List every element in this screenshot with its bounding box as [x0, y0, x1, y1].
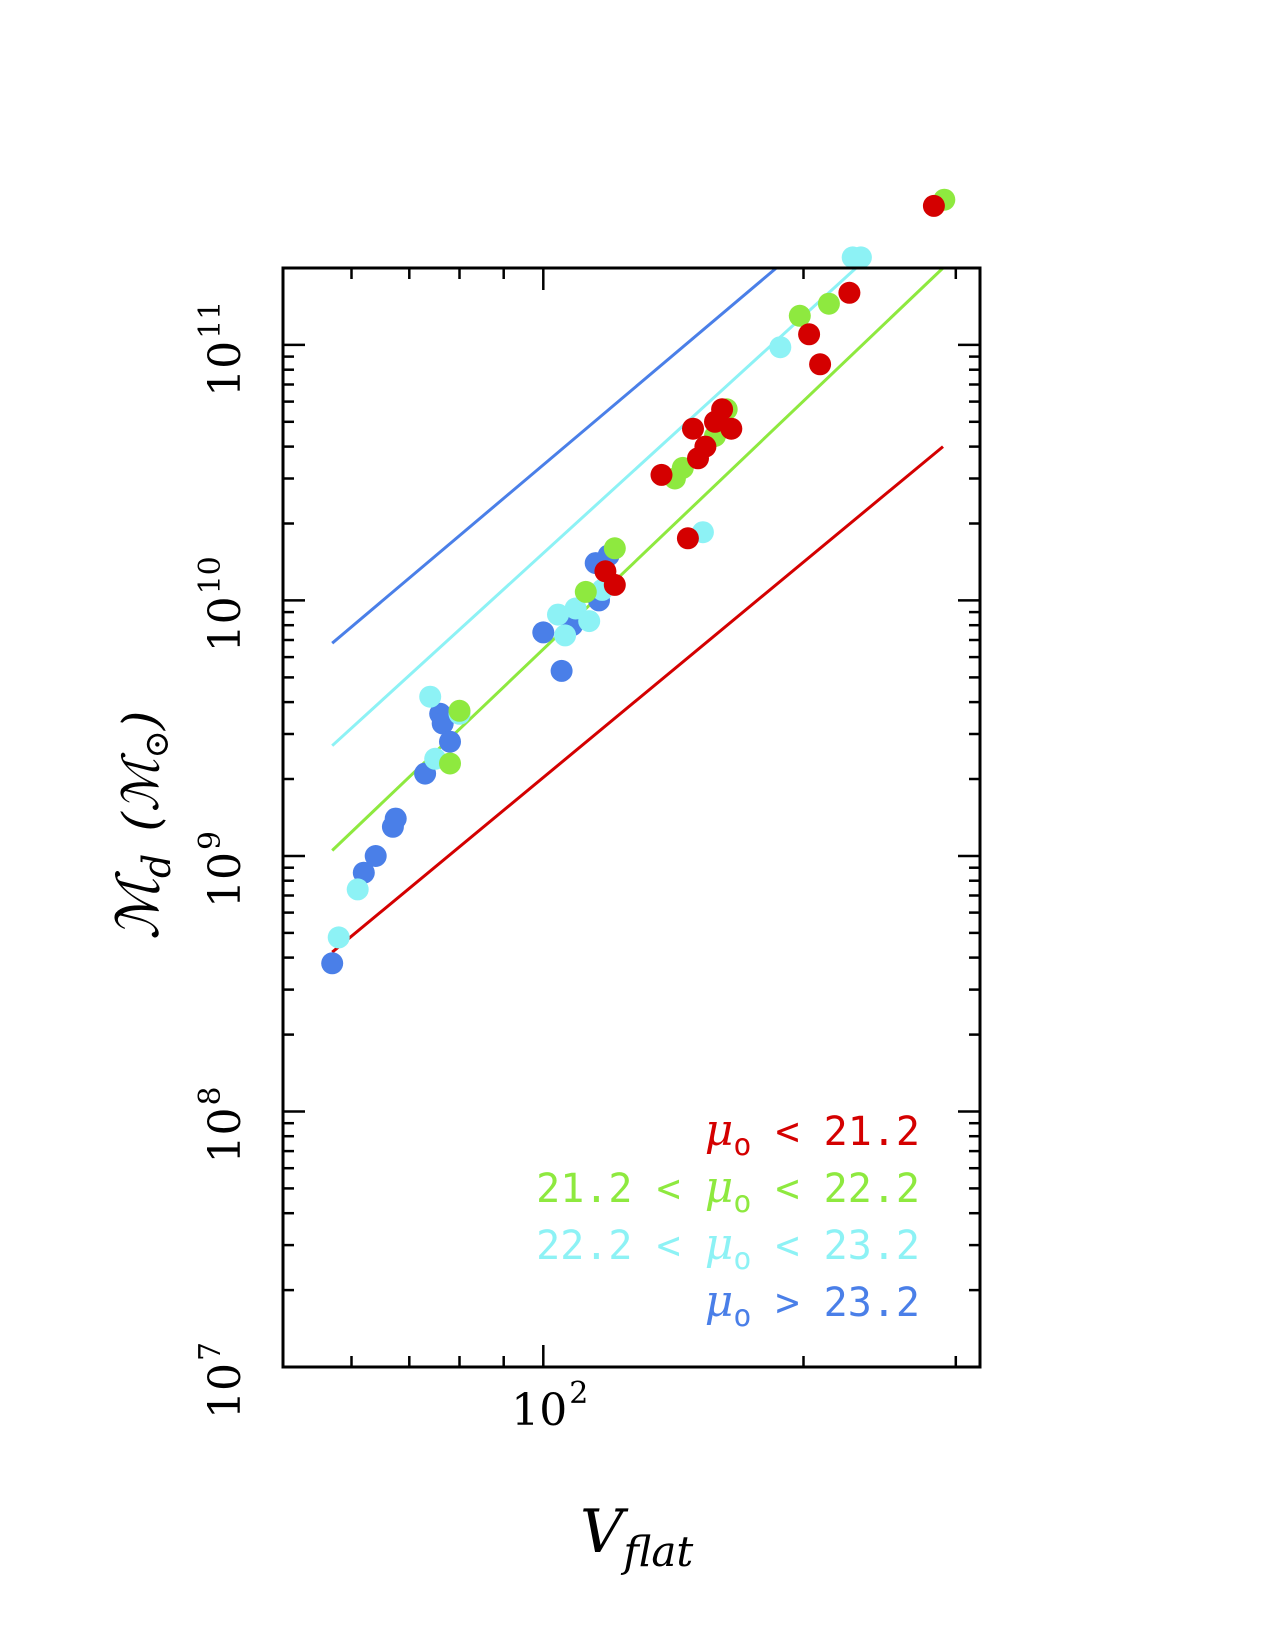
data-point-0-8 — [439, 730, 461, 753]
y-tick-label-7: 107 — [193, 1342, 251, 1419]
y-tick-label-base: 10 — [200, 596, 251, 652]
fit-line-1 — [331, 266, 858, 747]
y-axis-label: ℳd (ℳ⊙) — [104, 711, 179, 940]
legend-entry-3: μo > 23.2 — [705, 1276, 920, 1334]
legend-mu: μ — [705, 1276, 734, 1327]
data-point-3-6 — [694, 435, 717, 458]
data-point-3-1 — [603, 573, 626, 596]
data-point-1-11 — [769, 336, 792, 359]
legend-prefix: 21.2 < — [536, 1166, 705, 1212]
data-point-0-0 — [321, 952, 344, 975]
data-point-1-2 — [419, 685, 442, 708]
data-point-1-0 — [327, 926, 350, 949]
data-point-3-4 — [682, 417, 704, 440]
legend-sub: o — [733, 1185, 751, 1220]
data-point-2-0 — [439, 752, 461, 775]
x-axis-label-main: V — [580, 1497, 629, 1567]
data-point-2-2 — [574, 580, 597, 603]
data-point-2-1 — [448, 699, 471, 722]
x-tick-label-2: 102 — [511, 1376, 588, 1436]
fit-line-3 — [331, 445, 944, 954]
y-tick-label-base: 10 — [200, 1363, 251, 1419]
legend-mu: μ — [705, 1162, 734, 1213]
y-tick-label-exp: 7 — [193, 1342, 228, 1361]
y-tick-label-11: 1011 — [193, 301, 251, 397]
y-tick-label-10: 1010 — [193, 556, 251, 652]
legend-suffix: < 21.2 — [751, 1109, 920, 1155]
data-point-2-8 — [788, 304, 811, 327]
y-tick-label-exp: 11 — [193, 301, 228, 339]
data-point-1-8 — [578, 610, 601, 633]
fit-lines — [331, 266, 945, 954]
y-tick-label-base: 10 — [200, 1108, 251, 1164]
data-point-2-3 — [603, 537, 626, 560]
legend-sub: o — [733, 1242, 751, 1277]
legend-entry-1: 21.2 < μo < 22.2 — [536, 1162, 920, 1220]
data-point-1-13 — [849, 246, 872, 269]
legend-prefix: 22.2 < — [536, 1223, 705, 1269]
data-point-3-3 — [676, 527, 699, 550]
x-tick-label-exp: 2 — [569, 1376, 588, 1411]
y-tick-label-8: 108 — [193, 1086, 251, 1163]
data-point-0-9 — [532, 621, 555, 644]
legend-suffix: < 23.2 — [751, 1223, 920, 1269]
y-tick-label-exp: 8 — [193, 1086, 228, 1105]
data-point-3-8 — [711, 398, 734, 421]
y-axis-label-sub: d — [135, 854, 179, 878]
y-tick-label-exp: 9 — [193, 831, 228, 850]
legend-suffix: < 22.2 — [751, 1166, 920, 1212]
data-point-0-7 — [431, 712, 454, 735]
legend-mu: μ — [705, 1105, 734, 1156]
data-point-3-9 — [720, 417, 743, 440]
legend-sub: o — [733, 1299, 751, 1334]
legend-suffix: > 23.2 — [751, 1280, 920, 1326]
y-tick-label-exp: 10 — [193, 556, 228, 594]
data-point-0-1 — [352, 861, 375, 884]
y-tick-label-base: 10 — [200, 852, 251, 908]
data-point-3-12 — [838, 281, 861, 304]
data-point-1-5 — [547, 603, 569, 626]
axis-ticks — [281, 266, 980, 1369]
fit-line-0 — [331, 266, 778, 645]
data-point-2-9 — [817, 292, 840, 315]
legend-sub: o — [733, 1128, 751, 1163]
y-axis-label-main: ℳ — [104, 870, 172, 940]
data-point-1-1 — [346, 878, 369, 901]
data-point-1-6 — [554, 624, 577, 647]
legend-entry-0: μo < 21.2 — [705, 1105, 920, 1163]
y-tick-label-base: 10 — [200, 341, 251, 397]
data-point-3-2 — [650, 463, 673, 486]
data-point-3-11 — [809, 353, 832, 376]
y-axis-label-unit-close: ) — [112, 711, 170, 732]
data-point-0-2 — [364, 845, 387, 867]
data-points — [321, 188, 956, 975]
data-point-0-10 — [550, 659, 573, 682]
y-tick-label-9: 109 — [193, 831, 251, 908]
y-axis-label-unit-sub: ⊙ — [137, 730, 177, 759]
x-axis-label-sub: flat — [620, 1527, 693, 1576]
data-point-3-10 — [798, 323, 821, 346]
plot-frame — [281, 266, 982, 1369]
x-tick-label-base: 10 — [511, 1385, 567, 1436]
legend-entry-2: 22.2 < μo < 23.2 — [536, 1219, 920, 1277]
data-point-3-13 — [922, 194, 945, 217]
y-axis-label-unit: (ℳ — [112, 752, 170, 832]
legend-mu: μ — [705, 1219, 734, 1270]
x-axis-label: Vflat — [580, 1497, 693, 1576]
legend: μo < 21.221.2 < μo < 22.222.2 < μo < 23.… — [536, 1105, 920, 1334]
data-point-0-4 — [384, 807, 407, 830]
